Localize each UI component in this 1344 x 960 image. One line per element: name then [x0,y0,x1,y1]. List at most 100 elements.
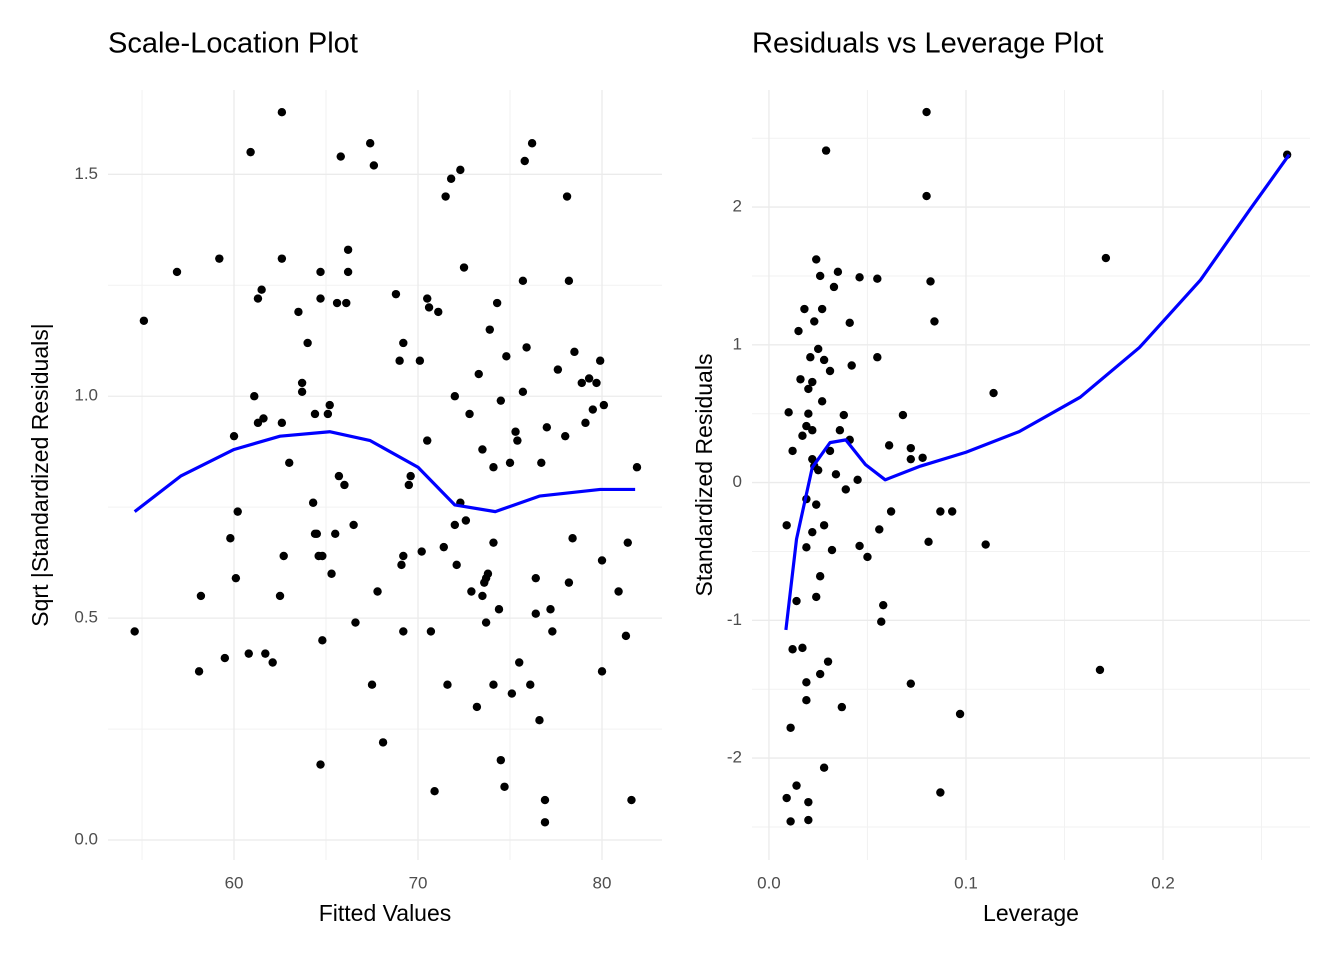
point [592,378,601,388]
point [597,556,607,565]
point [318,636,327,645]
point [261,649,270,658]
point [829,282,839,292]
point [855,273,864,282]
point [492,298,502,308]
point [351,618,360,627]
point [399,627,408,636]
point [884,441,894,450]
x-tick-label: 80 [593,873,612,892]
point [981,540,990,549]
point [906,443,916,453]
point [340,480,349,490]
point [450,392,460,401]
point [485,325,494,334]
point [139,316,149,325]
point [815,669,825,679]
point [373,587,382,596]
point [584,374,594,383]
point [303,338,312,348]
smooth-line [784,153,1291,631]
point [194,667,204,676]
point [424,303,434,312]
point [478,591,487,601]
point [446,174,456,183]
y-axis-label: Sqrt |Standardized Residuals| [27,323,53,626]
point [472,702,482,712]
point [515,658,524,667]
point [297,378,307,388]
point [564,276,574,286]
point [220,653,230,663]
x-axis-label: Leverage [983,900,1079,926]
point [349,520,358,530]
y-tick-label: 0 [733,472,742,491]
point [294,307,303,317]
point [955,709,965,719]
point [342,298,351,308]
point [823,657,833,666]
point [546,605,555,614]
point [936,507,945,516]
point [796,375,805,384]
y-tick-label: 1.0 [74,386,98,405]
point [831,470,841,479]
y-tick-label: 1 [733,334,742,353]
point [926,277,935,286]
point [215,254,224,263]
point [841,485,850,494]
x-tick-label: 0.1 [954,873,978,892]
point [336,152,345,161]
point [229,431,239,441]
point [788,645,797,654]
point [465,409,474,419]
point [570,347,579,357]
point [481,618,491,627]
point [621,631,631,641]
point [325,400,334,410]
point [595,356,605,365]
point [802,421,811,431]
point [808,377,817,387]
point [817,304,827,314]
point [430,787,439,796]
smooth-line [133,430,636,514]
point [537,458,546,467]
point [597,667,607,676]
point [332,298,342,308]
point [513,436,522,445]
point [423,294,432,303]
point [845,318,854,327]
point [837,702,847,712]
point [434,307,443,317]
point [474,369,483,379]
point [527,139,537,148]
point [906,454,916,464]
x-axis-label: Fitted Values [319,900,452,926]
point [531,609,540,618]
point [542,423,552,432]
point [365,139,375,148]
point [518,276,528,286]
point [275,591,285,601]
point [395,356,404,365]
y-axis-label: Standardized Residuals [691,354,717,597]
point [259,414,268,423]
point [489,538,498,547]
point [564,578,574,587]
point [279,551,288,561]
point [798,431,807,440]
point [327,569,336,578]
point [819,521,829,530]
point [397,560,406,570]
point [367,680,377,689]
point [489,680,498,689]
point [443,680,452,689]
point [825,446,835,456]
point [285,458,294,467]
point [802,543,811,552]
point [833,267,843,277]
point [1101,253,1111,263]
point [483,569,493,578]
point [800,304,809,314]
